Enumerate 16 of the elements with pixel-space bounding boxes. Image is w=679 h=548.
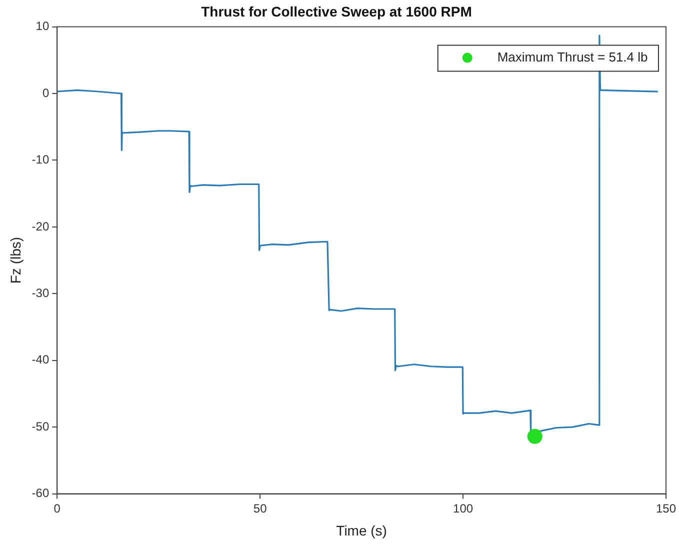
y-tick-label: 10 (36, 19, 50, 34)
y-tick-label: -20 (32, 219, 50, 234)
y-axis-title: Fz (lbs) (7, 236, 24, 284)
x-tick-label: 100 (453, 501, 474, 516)
legend-label: Maximum Thrust = 51.4 lb (497, 49, 648, 64)
y-tick-label: 0 (42, 86, 50, 100)
x-axis-title: Time (s) (336, 522, 387, 538)
chart-title: Thrust for Collective Sweep at 1600 RPM (201, 3, 472, 20)
y-tick-label: -60 (32, 486, 50, 500)
x-tick-label: 0 (54, 501, 61, 516)
y-tick-label: -50 (32, 419, 50, 434)
x-tick-label: 150 (656, 501, 676, 516)
y-tick-label: -10 (32, 152, 50, 167)
y-tick-label: -40 (32, 352, 50, 367)
y-tick-label: -30 (32, 286, 50, 300)
x-tick-label: 50 (253, 501, 268, 516)
